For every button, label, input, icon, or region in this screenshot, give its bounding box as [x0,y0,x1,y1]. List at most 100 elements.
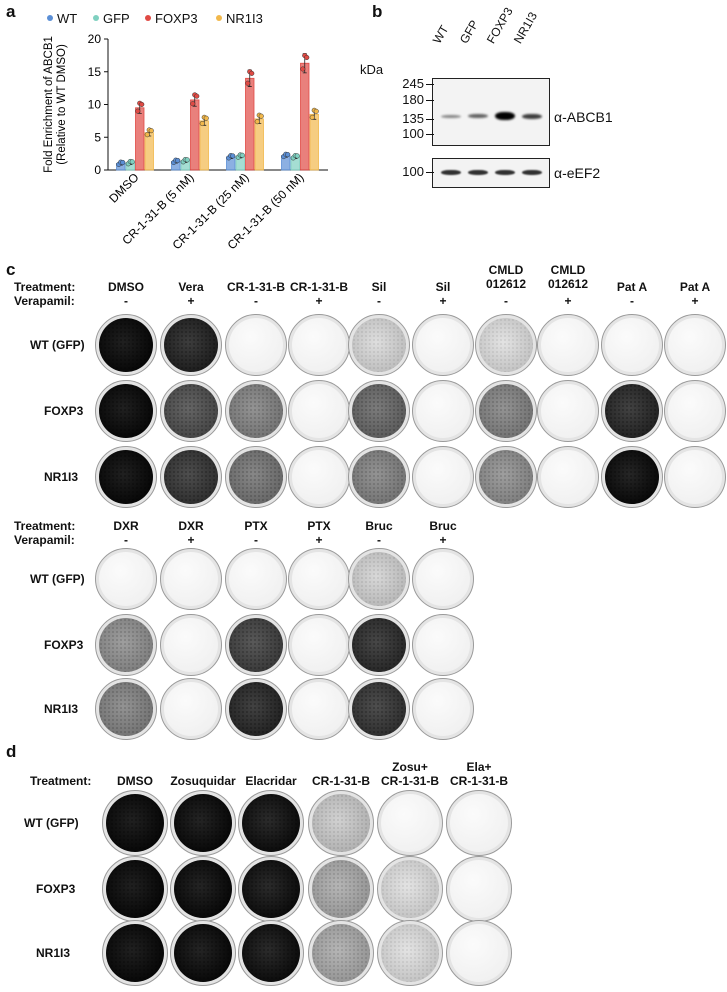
verapamil-sign: - [124,533,128,547]
colony-growth [106,860,164,918]
culture-plate [601,314,663,376]
culture-plate [377,856,443,922]
colony-growth [174,860,232,918]
treatment-col-header: Elacridar [245,774,297,788]
mw-marker: 245 [402,76,424,91]
colony-growth [605,384,659,438]
colony-growth [312,794,370,852]
culture-plate [170,790,236,856]
treatment-col-header-line2: 012612 [547,277,589,291]
verapamil-sign: + [564,294,572,308]
bar-foxp3 [135,107,145,171]
colony-growth [450,860,508,918]
treatment-col-header: DXR [113,519,139,533]
colony-growth [352,384,406,438]
colony-growth [416,618,470,672]
legend-label-wt: WT [57,11,77,26]
replicate-point [120,159,126,166]
colony-growth [381,794,439,852]
y-tick-label: 5 [94,130,101,144]
colony-growth [174,794,232,852]
colony-growth [99,384,153,438]
replicate-point [309,114,315,120]
verapamil-sign: + [187,533,195,547]
colony-growth [229,318,283,372]
verapamil-sign: + [187,294,195,308]
colony-growth [164,618,218,672]
treatment-col-header: Bruc [429,519,457,533]
culture-plate [95,314,157,376]
treatment-col-header: Bruc [365,519,393,533]
culture-plate [664,314,726,376]
culture-plate [225,446,287,508]
colony-growth [479,384,533,438]
culture-plate [288,614,350,676]
colony-growth [479,318,533,372]
panel-d-label: d [6,742,17,761]
culture-plate [446,920,512,986]
verapamil-header-label-2: Verapamil: [14,533,75,547]
mw-marker: 100 [402,126,424,141]
culture-plate [412,614,474,676]
legend-label-foxp3: FOXP3 [155,11,198,26]
culture-plate [238,856,304,922]
treatment-col-header: DMSO [108,280,144,294]
treatment-col-header: CR-1-31-B [226,280,285,294]
treatment-col-header: CR-1-31-B [311,774,370,788]
colony-growth [292,318,346,372]
row-label: FOXP3 [44,404,84,418]
verapamil-sign: + [691,294,699,308]
lane-label-foxp3: FOXP3 [483,4,516,47]
mw-tick [426,119,434,120]
culture-plate [348,678,410,740]
colony-growth [352,552,406,606]
panel-b-label: b [372,2,383,21]
colony-growth [416,682,470,736]
verapamil-sign: - [504,294,508,308]
culture-plate [446,856,512,922]
x-category-label: DMSO [106,170,141,205]
culture-plate [308,790,374,856]
culture-plate [288,678,350,740]
colony-growth [381,860,439,918]
culture-plate [412,548,474,610]
colony-growth [416,450,470,504]
band-eef2 [522,170,542,175]
replicate-point [144,132,150,138]
replicate-point [313,108,319,114]
treatment-col-header: Zosuquidar [170,774,236,788]
lane-label-wt: WT [429,22,452,46]
colony-growth [352,318,406,372]
mw-marker: 100 [402,164,424,179]
blot-abcb1 [432,78,550,146]
treatment-col-header: Pat A [679,280,711,294]
culture-plate [160,380,222,442]
row-label: NR1I3 [44,702,79,716]
colony-growth [164,552,218,606]
bar-nr1i3 [199,120,209,171]
treatment-col-header: DXR [178,519,204,533]
culture-plate [348,446,410,508]
y-axis-label-line1: Fold Enrichment of ABCB1 [43,36,55,173]
replicate-point [129,159,135,165]
bar-foxp3 [300,62,310,171]
colony-growth [242,860,300,918]
culture-plate [537,380,599,442]
culture-plate [348,314,410,376]
replicate-point [184,157,190,163]
row-label: FOXP3 [36,882,76,896]
replicate-point [245,80,251,86]
culture-plate [475,446,537,508]
mw-marker: 135 [402,111,424,126]
verapamil-sign: + [315,533,323,547]
replicate-point [139,101,145,107]
colony-growth [668,384,722,438]
colony-growth [106,794,164,852]
treatment-col-header: CMLD [488,263,524,277]
colony-growth [229,618,283,672]
replicate-point [254,119,260,125]
y-tick-label: 0 [94,163,101,177]
row-label: WT (GFP) [30,338,85,352]
colony-growth [164,682,218,736]
treatment-col-header: Sil [371,280,387,294]
